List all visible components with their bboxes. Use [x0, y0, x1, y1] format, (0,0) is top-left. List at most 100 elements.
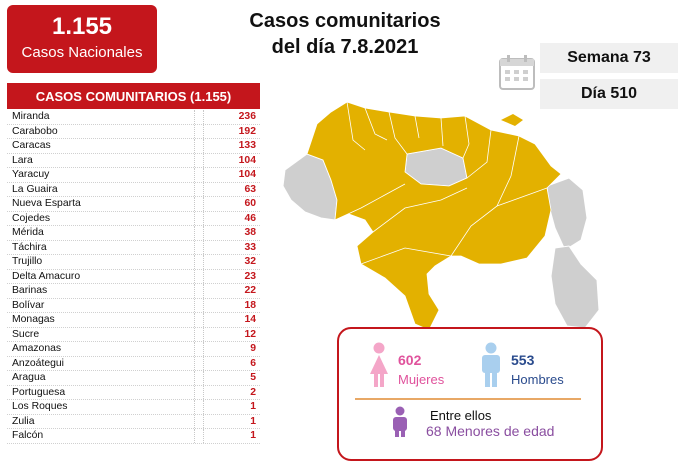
page-title: Casos comunitarios del día 7.8.2021: [200, 8, 490, 60]
day-label: Día 510: [580, 85, 638, 102]
table-row: Cojedes 46: [7, 211, 260, 226]
title-line-2: del día 7.8.2021: [271, 36, 419, 58]
map-region-guayana: [550, 245, 600, 329]
state-name: Falcón: [12, 430, 44, 442]
column-separator: [194, 356, 204, 370]
table-row: Caracas 133: [7, 139, 260, 154]
column-separator: [194, 182, 204, 196]
column-separator: [194, 139, 204, 153]
among-them-label: Entre ellos: [430, 408, 492, 423]
table-row: Táchira 33: [7, 240, 260, 255]
case-count: 32: [244, 256, 256, 268]
map-region-active: [306, 101, 562, 331]
title-line-1: Casos comunitarios: [249, 10, 441, 32]
column-separator: [194, 110, 204, 124]
table-header: CASOS COMUNITARIOS (1.155): [7, 83, 260, 109]
table-row: Portuguesa 2: [7, 385, 260, 400]
male-label: Hombres: [511, 372, 564, 387]
case-count: 104: [238, 169, 256, 181]
table-row: Amazonas 9: [7, 342, 260, 357]
female-icon: [370, 342, 388, 387]
case-count: 1: [250, 401, 256, 413]
state-name: Amazonas: [12, 343, 62, 355]
case-count: 1: [250, 415, 256, 427]
case-count: 18: [244, 299, 256, 311]
column-separator: [194, 226, 204, 240]
column-separator: [194, 313, 204, 327]
map-region-delta: [546, 177, 588, 251]
table-row: La Guaira 63: [7, 182, 260, 197]
state-name: Sucre: [12, 328, 40, 340]
state-name: Táchira: [12, 241, 47, 253]
table-row: Monagas 14: [7, 313, 260, 328]
case-count: 33: [244, 241, 256, 253]
column-separator: [194, 385, 204, 399]
case-count: 133: [238, 140, 256, 152]
map-region-nueva-esparta: [501, 114, 523, 126]
total-cases-label: Casos Nacionales: [21, 44, 143, 61]
table-row: Delta Amacuro 23: [7, 269, 260, 284]
column-separator: [194, 255, 204, 269]
table-row: Mérida 38: [7, 226, 260, 241]
state-name: Trujillo: [12, 256, 43, 268]
table-row: Yaracuy 104: [7, 168, 260, 183]
column-separator: [194, 284, 204, 298]
state-name: Monagas: [12, 314, 55, 326]
case-count: 23: [244, 270, 256, 282]
state-name: La Guaira: [12, 183, 58, 195]
table-row: Falcón 1: [7, 429, 260, 444]
total-cases-number: 1.155: [51, 13, 113, 40]
table-row: Miranda 236: [7, 110, 260, 125]
column-separator: [194, 298, 204, 312]
table-row: Carabobo 192: [7, 124, 260, 139]
column-separator: [194, 211, 204, 225]
table-row: Zulia 1: [7, 414, 260, 429]
table-row: Trujillo 32: [7, 255, 260, 270]
calendar-icon: [499, 55, 535, 90]
state-name: Barinas: [12, 285, 48, 297]
case-count: 6: [250, 357, 256, 369]
column-separator: [194, 400, 204, 414]
panel-divider: [355, 398, 581, 400]
child-icon: [393, 406, 407, 437]
table-row: Los Roques 1: [7, 400, 260, 415]
table-row: Aragua 5: [7, 371, 260, 386]
state-name: Nueva Esparta: [12, 198, 81, 210]
table-row: Lara 104: [7, 153, 260, 168]
day-box: Día 510: [540, 79, 678, 109]
case-count: 14: [244, 314, 256, 326]
case-count: 104: [238, 154, 256, 166]
state-name: Carabobo: [12, 125, 58, 137]
state-name: Yaracuy: [12, 169, 50, 181]
case-count: 12: [244, 328, 256, 340]
state-name: Delta Amacuro: [12, 270, 81, 282]
state-name: Portuguesa: [12, 386, 66, 398]
table-row: Barinas 22: [7, 284, 260, 299]
case-count: 60: [244, 198, 256, 210]
case-count: 46: [244, 212, 256, 224]
state-name: Cojedes: [12, 212, 51, 224]
state-name: Lara: [12, 154, 33, 166]
column-separator: [194, 327, 204, 341]
case-count: 63: [244, 183, 256, 195]
minors-label: 68 Menores de edad: [426, 423, 555, 439]
column-separator: [194, 429, 204, 443]
male-icon: [482, 342, 500, 387]
state-name: Anzoátegui: [12, 357, 64, 369]
column-separator: [194, 124, 204, 138]
case-count: 5: [250, 372, 256, 384]
cases-table: Miranda 236 Carabobo 192 Caracas 133 Lara 104 Ya…: [7, 110, 260, 444]
state-name: Bolívar: [12, 299, 45, 311]
state-name: Miranda: [12, 111, 50, 123]
column-separator: [194, 153, 204, 167]
table-row: Bolívar 18: [7, 298, 260, 313]
column-separator: [194, 371, 204, 385]
total-cases-box: 1.155 Casos Nacionales: [7, 5, 157, 73]
venezuela-map: [282, 101, 600, 331]
case-count: 38: [244, 227, 256, 239]
week-box: Semana 73: [540, 43, 678, 73]
column-separator: [194, 168, 204, 182]
week-label: Semana 73: [567, 49, 651, 66]
table-row: Sucre 12: [7, 327, 260, 342]
case-count: 1: [250, 430, 256, 442]
